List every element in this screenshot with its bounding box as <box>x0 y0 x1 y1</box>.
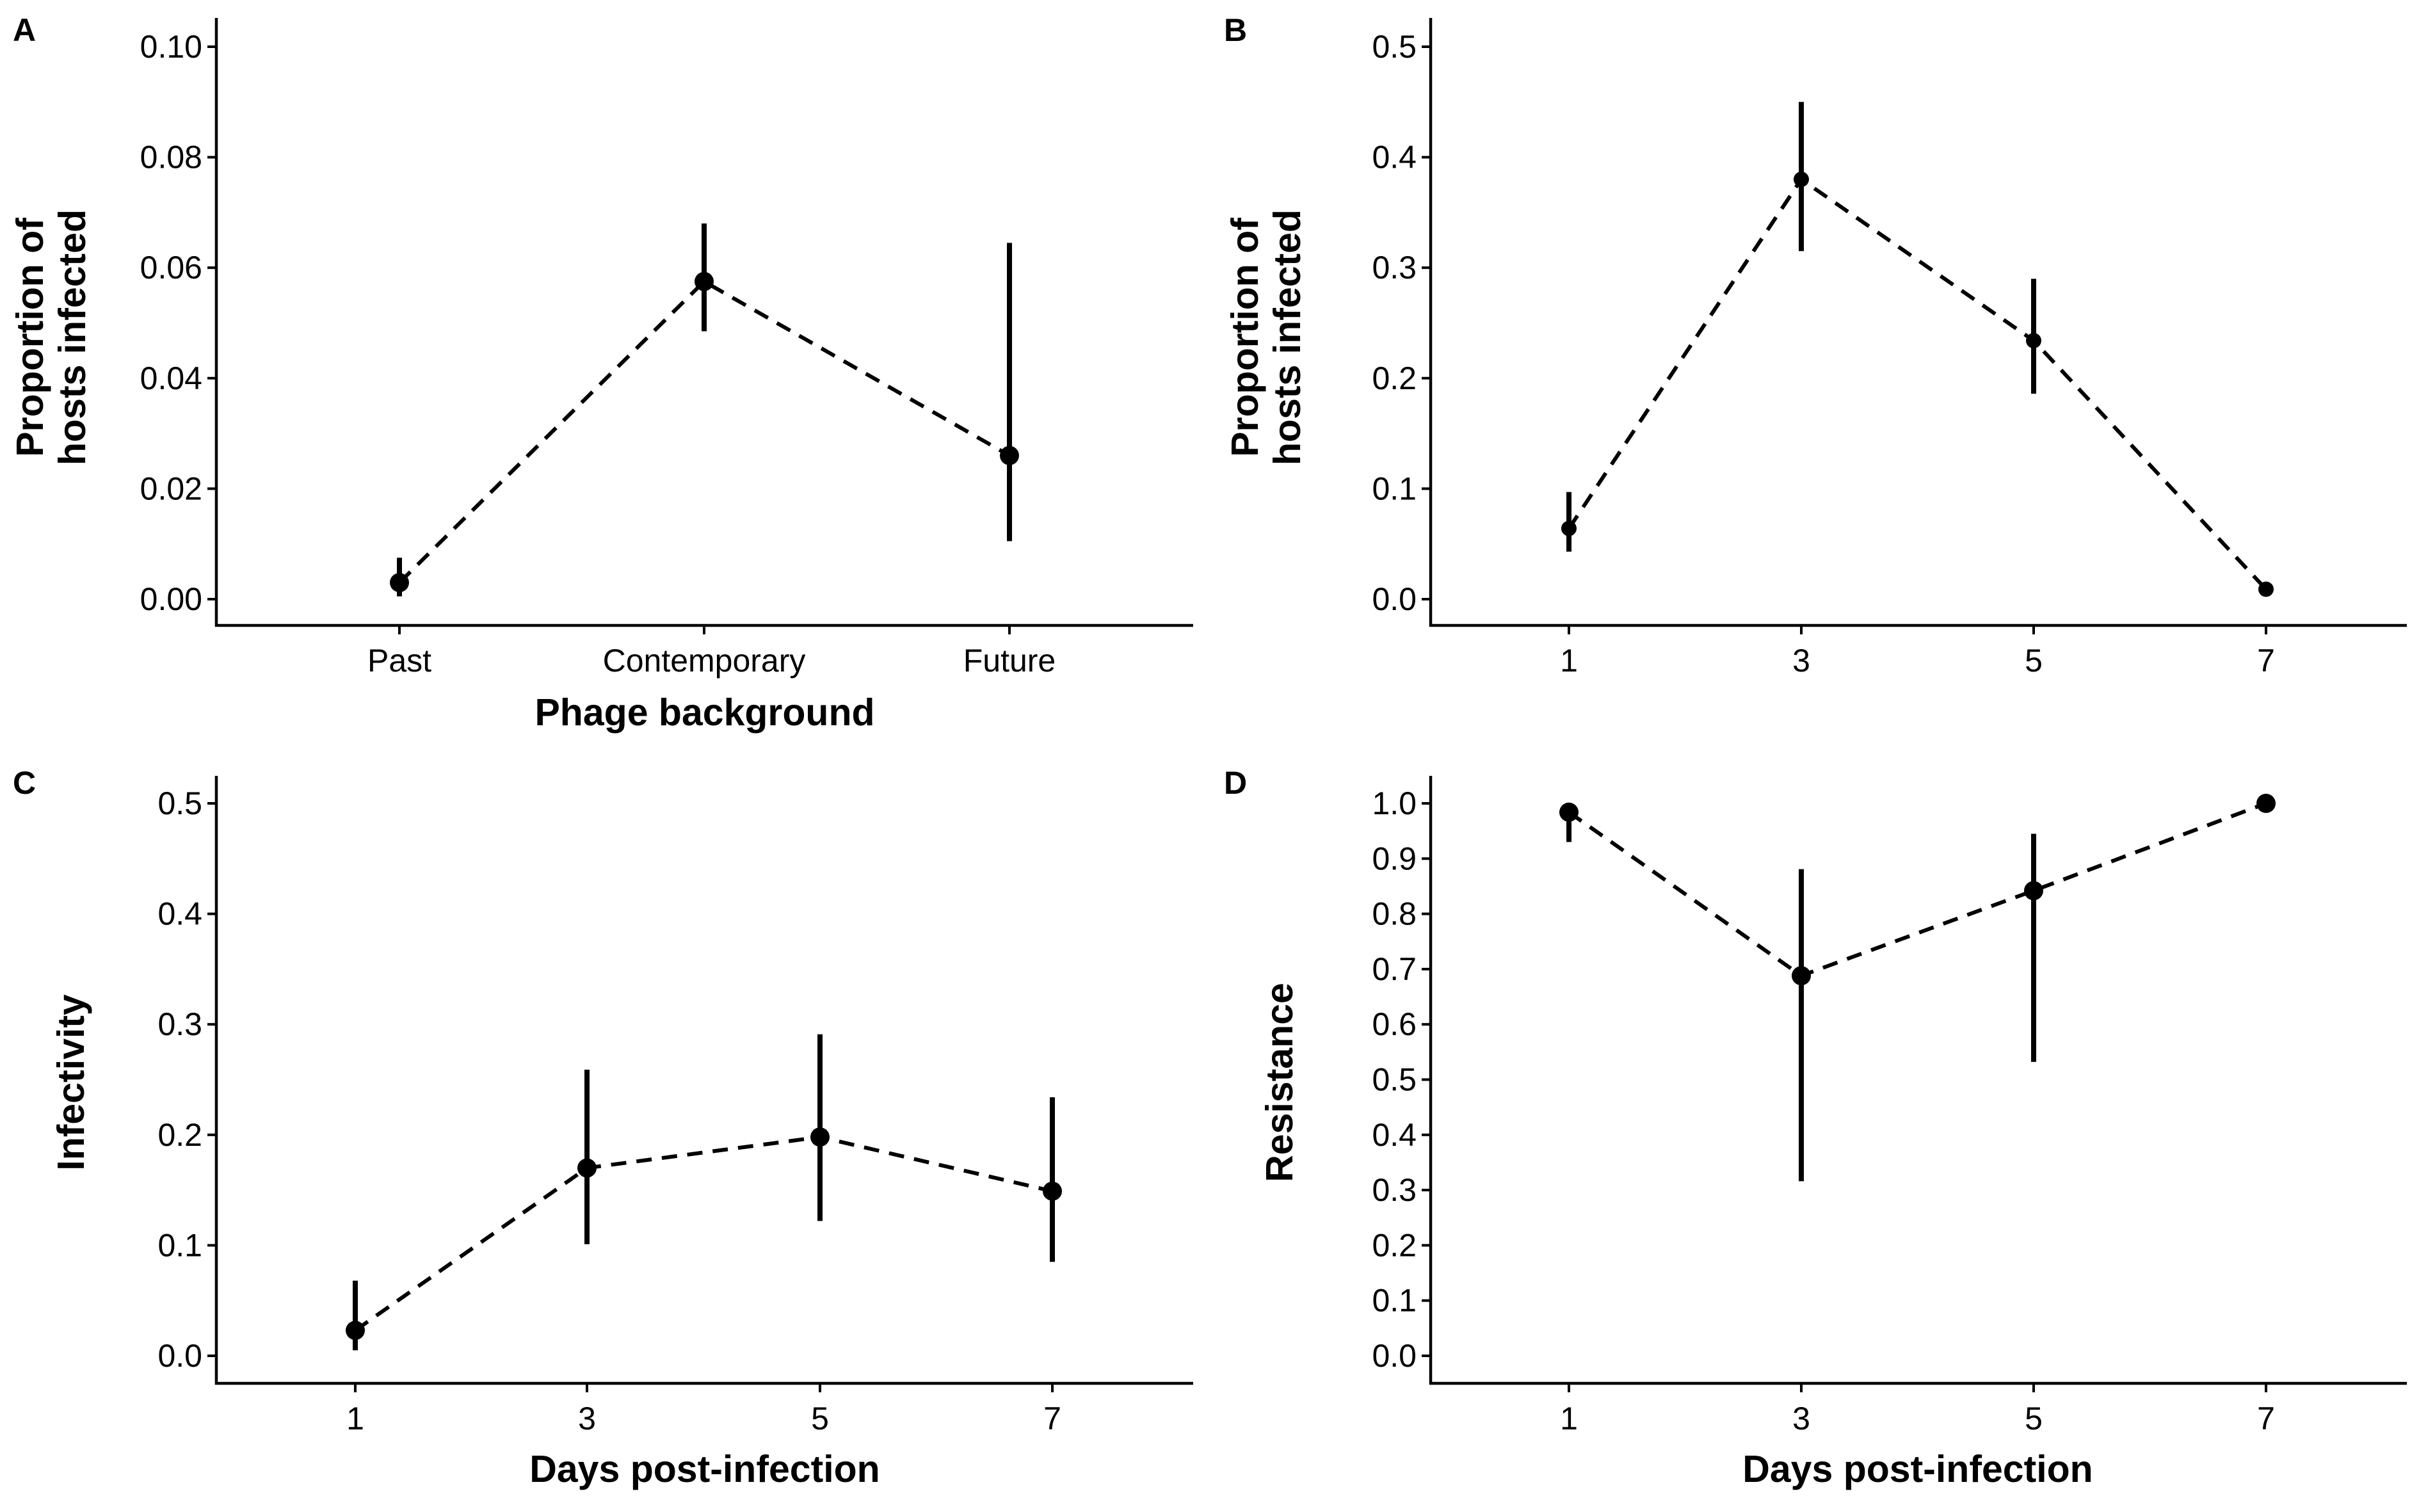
y-tick-label: 0.2 <box>157 1117 202 1153</box>
data-point <box>2024 881 2043 901</box>
y-tick-label: 0.1 <box>157 1227 202 1263</box>
y-tick-label: 0.4 <box>1372 1117 1417 1153</box>
y-tick-label: 0.3 <box>1372 1172 1417 1208</box>
y-axis-title: hosts infected <box>51 209 93 465</box>
x-axis-title: Days post-infection <box>529 1448 880 1490</box>
x-tick-label: Past <box>367 643 431 679</box>
y-tick-label: 0.2 <box>1372 1227 1417 1263</box>
data-point <box>1559 802 1579 822</box>
panel-letter: D <box>1224 765 1247 801</box>
panel-letter: C <box>13 765 36 801</box>
x-tick-label: 3 <box>1792 1401 1810 1436</box>
panel-b: B 0.0 0.1 0.2 0.3 0.4 0.5 1 3 5 7 Proportion of host… <box>1224 12 2407 679</box>
panel-c: C 0.0 0.1 0.2 0.3 0.4 0.5 1 3 5 7 Infectivity Days p… <box>13 765 1193 1490</box>
y-tick-label: 0.4 <box>1372 140 1417 175</box>
y-tick-label: 0.10 <box>140 29 202 65</box>
data-point <box>1792 966 1811 986</box>
data-point <box>810 1127 830 1147</box>
y-tick-label: 0.4 <box>157 896 202 932</box>
series-line <box>1567 176 2268 591</box>
y-tick-label: 0.02 <box>140 470 202 506</box>
y-axis-title: Resistance <box>1258 983 1301 1182</box>
x-tick-label: 7 <box>2257 1401 2275 1436</box>
data-point <box>695 271 714 291</box>
y-tick-label: 0.5 <box>1372 1062 1417 1098</box>
x-axis-title: Phage background <box>534 691 874 734</box>
y-tick-label: 0.3 <box>1372 250 1417 286</box>
y-tick-label: 0.00 <box>140 581 202 617</box>
x-tick-label: 1 <box>1560 643 1578 679</box>
y-tick-label: 0.04 <box>140 360 202 396</box>
data-point <box>346 1321 365 1340</box>
y-tick-label: 0.5 <box>1372 29 1417 65</box>
y-axis-title: hosts infected <box>1266 209 1308 465</box>
data-point <box>1043 1181 1062 1201</box>
panel-letter: B <box>1224 12 1247 48</box>
y-tick-label: 1.0 <box>1372 785 1417 821</box>
panel-d: D 0.0 0.1 0.2 0.3 0.4 0.5 0.6 0.7 0.8 0.9 1.0 1 3 5 7 Re… <box>1224 765 2407 1490</box>
x-tick-label: 5 <box>811 1401 829 1436</box>
data-point <box>1794 172 1809 188</box>
y-axis-title: Proportion of <box>9 218 51 457</box>
x-tick-label: 7 <box>1043 1401 1061 1436</box>
y-tick-label: 0.9 <box>1372 840 1417 876</box>
y-tick-label: 0.0 <box>1372 581 1417 617</box>
series-line <box>1568 801 2267 978</box>
x-tick-label: 3 <box>1792 643 1810 679</box>
x-tick-label: 5 <box>2025 643 2043 679</box>
data-point <box>390 573 409 593</box>
y-tick-label: 0.3 <box>157 1006 202 1042</box>
y-tick-label: 0.6 <box>1372 1006 1417 1042</box>
y-tick-label: 0.5 <box>157 785 202 821</box>
y-tick-label: 0.7 <box>1372 951 1417 987</box>
x-tick-label: 1 <box>1560 1401 1578 1436</box>
x-axis-title: Days post-infection <box>1742 1448 2093 1490</box>
y-tick-label: 0.1 <box>1372 470 1417 506</box>
y-axis-title: Infectivity <box>50 994 92 1171</box>
data-point <box>2258 581 2274 597</box>
y-tick-label: 0.2 <box>1372 360 1417 396</box>
y-tick-label: 0.8 <box>1372 896 1417 932</box>
y-tick-label: 0.0 <box>1372 1338 1417 1374</box>
x-tick-label: 3 <box>578 1401 596 1436</box>
x-tick-label: 1 <box>346 1401 364 1436</box>
y-axis-title: Proportion of <box>1224 218 1266 457</box>
data-point <box>2026 333 2041 349</box>
data-point <box>577 1158 597 1178</box>
y-tick-label: 0.08 <box>140 140 202 175</box>
series-line <box>354 1135 1053 1332</box>
series-line <box>398 279 1011 584</box>
y-tick-label: 0.06 <box>140 250 202 286</box>
x-tick-label: Future <box>963 643 1056 679</box>
panel-letter: A <box>13 12 36 48</box>
x-tick-label: 7 <box>2257 643 2275 679</box>
x-tick-label: 5 <box>2025 1401 2043 1436</box>
data-point <box>1000 446 1019 465</box>
data-point <box>2256 794 2276 813</box>
y-tick-label: 0.1 <box>1372 1283 1417 1319</box>
data-point <box>1561 520 1577 536</box>
x-tick-label: Contemporary <box>603 643 806 679</box>
y-tick-label: 0.0 <box>157 1338 202 1374</box>
panel-a: A 0.00 0.02 0.04 0.06 0.08 0.10 Past Contemporar… <box>9 12 1193 734</box>
